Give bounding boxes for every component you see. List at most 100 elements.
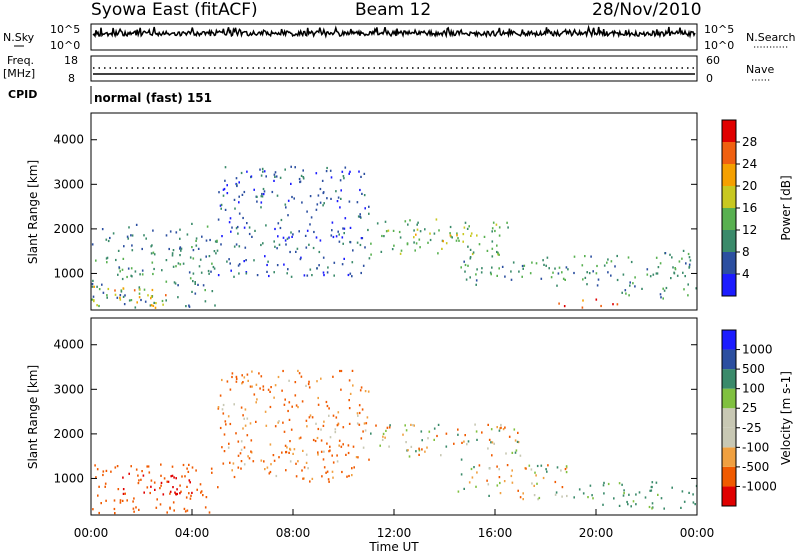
- scatter-cell: [91, 243, 94, 246]
- velocity-colorbar: [722, 330, 736, 506]
- scatter-cell: [627, 256, 630, 259]
- scatter-cell: [171, 252, 174, 255]
- power-y-label: Slant Range [km]: [26, 160, 40, 264]
- y-tick-label: 3000: [53, 177, 84, 191]
- colorbar-swatch: [722, 142, 736, 164]
- scatter-cell: [427, 437, 429, 440]
- scatter-cell: [283, 263, 285, 266]
- freq-tick-top: 18: [64, 54, 78, 67]
- scatter-cell: [522, 267, 524, 270]
- scatter-cell: [412, 424, 414, 427]
- scatter-cell: [230, 269, 232, 272]
- scatter-cell: [535, 262, 538, 265]
- scatter-cell: [246, 170, 248, 173]
- scatter-cell: [300, 375, 303, 378]
- scatter-cell: [632, 500, 635, 503]
- colorbar-tick-label: 500: [742, 362, 765, 376]
- scatter-cell: [694, 503, 696, 506]
- scatter-cell: [326, 404, 329, 408]
- scatter-cell: [221, 235, 223, 238]
- scatter-cell: [673, 271, 675, 274]
- scatter-cell: [123, 245, 125, 248]
- scatter-cell: [287, 268, 289, 271]
- scatter-cell: [154, 488, 156, 491]
- scatter-cell: [621, 291, 623, 294]
- scatter-cell: [315, 422, 317, 425]
- scatter-cell: [490, 441, 492, 444]
- scatter-cell: [506, 221, 508, 224]
- scatter-cell: [475, 283, 477, 286]
- scatter-cell: [467, 440, 470, 443]
- scatter-cell: [316, 436, 319, 440]
- scatter-cell: [221, 408, 224, 411]
- scatter-cell: [490, 428, 493, 431]
- scatter-cell: [352, 445, 355, 448]
- nsearch-tick-bottom: 10^0: [704, 39, 734, 52]
- scatter-cell: [352, 384, 354, 387]
- scatter-cell: [162, 303, 164, 306]
- scatter-cell: [295, 404, 298, 407]
- scatter-cell: [312, 246, 315, 250]
- scatter-cell: [288, 418, 291, 421]
- power-colorbar: [722, 120, 736, 296]
- scatter-cell: [237, 454, 240, 457]
- scatter-cell: [497, 253, 499, 256]
- scatter-cell: [225, 423, 227, 426]
- scatter-cell: [238, 181, 240, 184]
- scatter-cell: [556, 466, 559, 469]
- scatter-cell: [188, 479, 191, 482]
- scatter-cell: [145, 237, 147, 240]
- scatter-cell: [285, 450, 288, 454]
- scatter-cell: [138, 479, 140, 482]
- scatter-cell: [499, 481, 501, 485]
- scatter-cell: [340, 388, 342, 391]
- scatter-cell: [331, 454, 333, 457]
- scatter-cell: [413, 229, 415, 232]
- scatter-cell: [361, 192, 363, 195]
- scatter-cell: [259, 387, 261, 390]
- scatter-cell: [556, 284, 558, 287]
- scatter-cell: [188, 305, 191, 308]
- scatter-cell: [692, 493, 694, 496]
- scatter-cell: [496, 426, 498, 429]
- scatter-cell: [306, 274, 309, 277]
- scatter-cell: [664, 252, 667, 255]
- scatter-cell: [337, 196, 340, 199]
- scatter-cell: [326, 271, 329, 274]
- scatter-cell: [495, 223, 498, 226]
- scatter-cell: [130, 267, 133, 270]
- scatter-cell: [205, 255, 207, 258]
- velocity-colorbar-ticks: -1000 -500 -100 -25 25 100 500 1000: [736, 343, 777, 493]
- scatter-cell: [487, 423, 489, 426]
- scatter-cell: [191, 246, 193, 249]
- scatter-cell: [332, 235, 335, 239]
- scatter-cell: [502, 428, 505, 431]
- scatter-cell: [338, 233, 340, 236]
- scatter-cell: [113, 499, 116, 502]
- scatter-cell: [221, 378, 223, 382]
- scatter-cell: [678, 260, 681, 263]
- scatter-cell: [231, 469, 233, 472]
- scatter-cell: [179, 263, 182, 266]
- colorbar-tick-label: 16: [742, 201, 757, 215]
- scatter-cell: [256, 274, 259, 277]
- scatter-cell: [429, 238, 432, 242]
- scatter-cell: [433, 427, 436, 430]
- scatter-cell: [127, 237, 129, 240]
- scatter-cell: [417, 221, 419, 224]
- scatter-cell: [331, 229, 333, 232]
- scatter-cell: [421, 439, 423, 442]
- scatter-cell: [233, 275, 235, 278]
- scatter-cell: [233, 245, 236, 248]
- scatter-cell: [141, 470, 143, 473]
- scatter-cell: [657, 266, 660, 269]
- nsky-label: N.Sky: [3, 31, 35, 44]
- scatter-cell: [305, 384, 307, 387]
- scatter-cell: [179, 246, 182, 249]
- scatter-cell: [622, 494, 625, 497]
- scatter-cell: [238, 201, 240, 204]
- colorbar-tick-label: 24: [742, 157, 757, 171]
- scatter-cell: [282, 236, 285, 239]
- scatter-cell: [651, 481, 654, 484]
- scatter-cell: [321, 475, 323, 478]
